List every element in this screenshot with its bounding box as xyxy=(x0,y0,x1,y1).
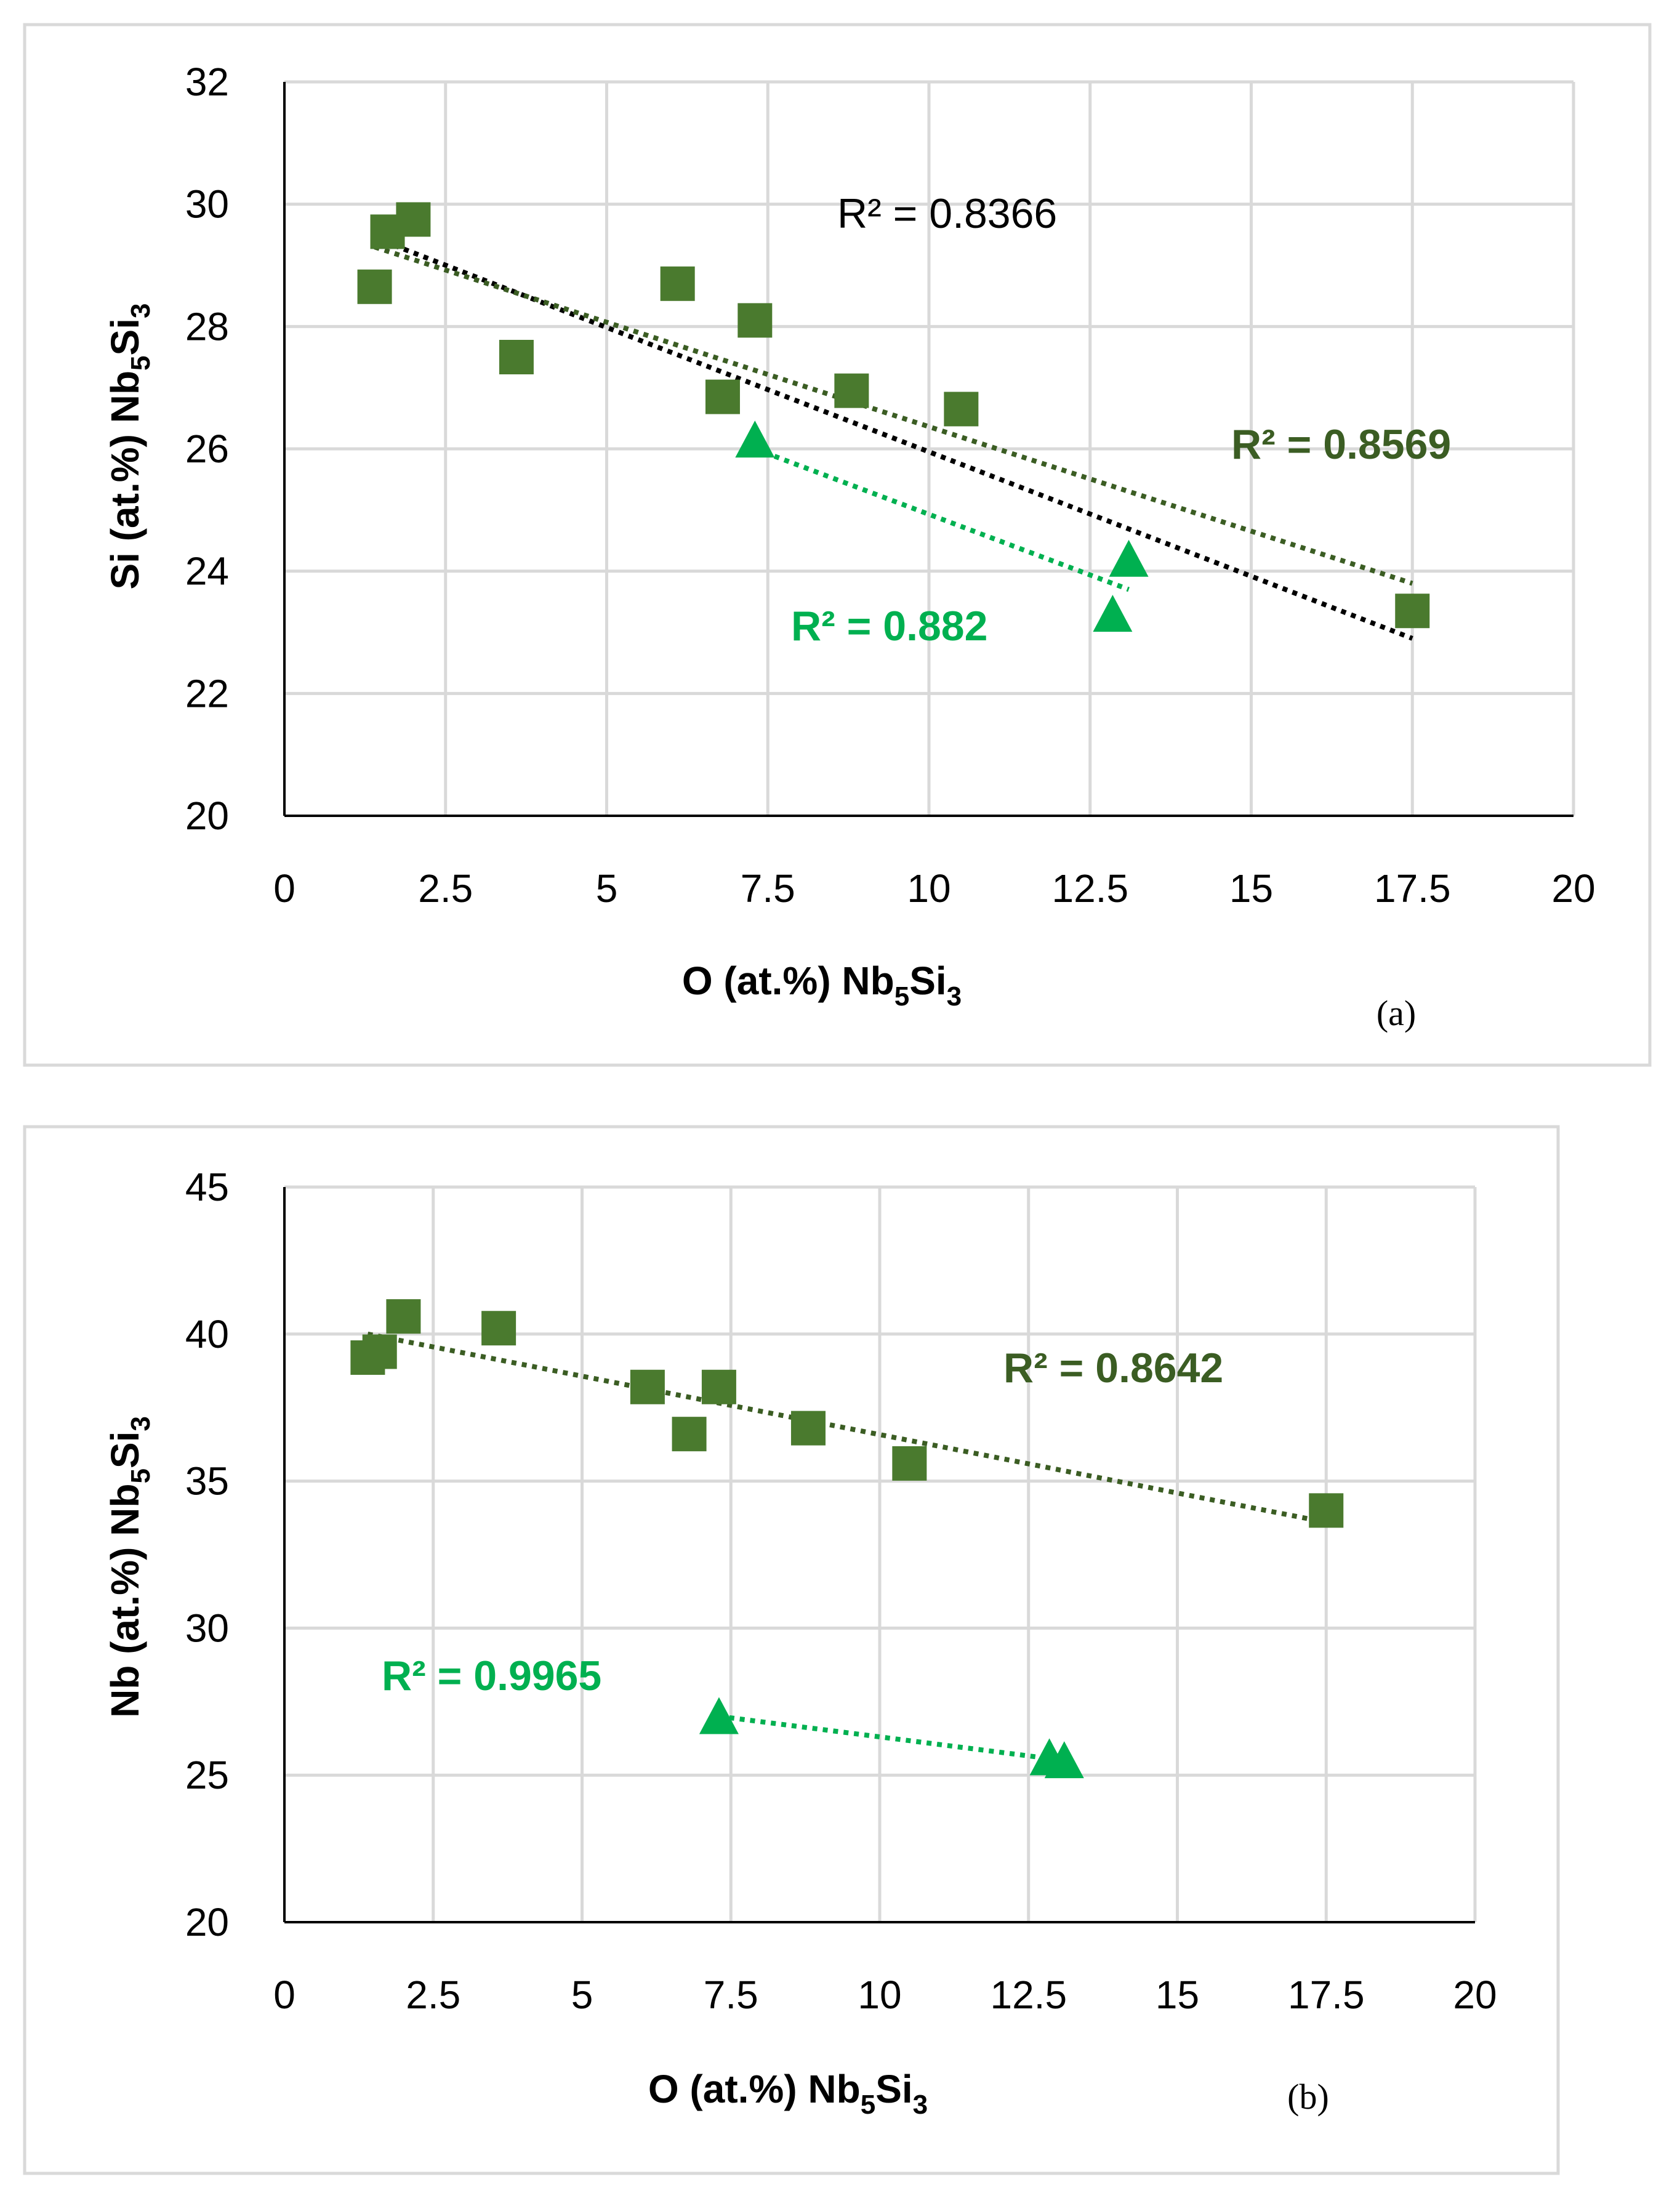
square-point xyxy=(1395,594,1430,629)
gridlines xyxy=(284,80,1575,816)
axes xyxy=(283,82,1573,817)
panel-frame xyxy=(23,1125,1560,2175)
tick-labels: 0 2.5 5 7.5 10 12.5 15 17.5 20 20 25 30 35 40 45 xyxy=(185,1165,1497,2017)
square-point xyxy=(1309,1493,1344,1528)
trendlines xyxy=(374,235,1413,641)
x-tick-label: 20 xyxy=(1453,1973,1497,2017)
x-axis-title: O (at.%) Nb5Si3 xyxy=(682,959,962,1012)
square-point xyxy=(705,379,740,414)
chart-panel-b: 0 2.5 5 7.5 10 12.5 15 17.5 20 20 25 30 35 40 45 O (at… xyxy=(23,1125,1560,2175)
square-point xyxy=(630,1369,665,1404)
x-tick-label: 0 xyxy=(273,1973,295,2017)
data-points xyxy=(357,202,1430,632)
y-tick-label: 20 xyxy=(185,1900,229,1944)
triangle-point xyxy=(1109,539,1149,577)
y-tick-label: 25 xyxy=(185,1753,229,1797)
x-tick-label: 7.5 xyxy=(741,866,795,911)
square-point xyxy=(834,373,869,408)
trendline xyxy=(374,235,1413,641)
square-point xyxy=(892,1446,927,1481)
data-points xyxy=(350,1299,1344,1779)
y-tick-label: 22 xyxy=(185,671,229,715)
y-tick-label: 30 xyxy=(185,182,229,227)
square-point xyxy=(481,1311,516,1346)
triangle-point xyxy=(735,421,775,458)
r2-label-bright-green: R² = 0.882 xyxy=(791,603,987,650)
x-tick-label: 12.5 xyxy=(1051,866,1128,911)
panel-label-b: (b) xyxy=(1287,2077,1329,2117)
y-tick-label: 30 xyxy=(185,1606,229,1650)
x-tick-label: 17.5 xyxy=(1288,1973,1365,2017)
square-point xyxy=(660,266,695,301)
y-tick-label: 40 xyxy=(185,1312,229,1356)
x-axis-title: O (at.%) Nb5Si3 xyxy=(648,2067,928,2120)
square-point xyxy=(396,202,431,237)
y-tick-label: 32 xyxy=(185,60,229,104)
triangle-point xyxy=(1044,1741,1084,1779)
square-point xyxy=(672,1417,707,1452)
x-tick-label: 2.5 xyxy=(406,1973,460,2017)
y-tick-label: 45 xyxy=(185,1165,229,1209)
y-axis-title: Si (at.%) Nb5Si3 xyxy=(103,304,156,590)
x-tick-label: 12.5 xyxy=(990,1973,1067,2017)
square-point xyxy=(499,340,534,374)
panel-label-a: (a) xyxy=(1377,993,1416,1033)
triangle-point xyxy=(699,1697,739,1734)
x-tick-label: 10 xyxy=(907,866,951,911)
x-tick-label: 5 xyxy=(571,1973,593,2017)
r2-label-dark-green: R² = 0.8569 xyxy=(1231,421,1451,468)
x-tick-label: 15 xyxy=(1156,1973,1199,2017)
x-tick-label: 5 xyxy=(596,866,618,911)
square-point xyxy=(357,269,392,304)
r2-label-dark-green: R² = 0.8642 xyxy=(1003,1345,1223,1391)
trendline xyxy=(754,446,1130,592)
square-point xyxy=(790,1411,826,1446)
x-tick-label: 2.5 xyxy=(418,866,473,911)
x-tick-label: 17.5 xyxy=(1374,866,1451,911)
x-tick-label: 15 xyxy=(1229,866,1273,911)
square-point xyxy=(738,303,773,338)
y-tick-label: 20 xyxy=(185,794,229,838)
square-point xyxy=(944,392,979,427)
y-tick-label: 35 xyxy=(185,1459,229,1504)
triangle-point xyxy=(1093,595,1133,632)
x-tick-label: 10 xyxy=(858,1973,901,2017)
panel-frame xyxy=(23,23,1652,1067)
x-tick-label: 0 xyxy=(273,866,295,911)
y-tick-label: 24 xyxy=(185,549,229,594)
square-point xyxy=(362,1334,397,1369)
y-axis-title: Nb (at.%) Nb5Si3 xyxy=(103,1416,156,1718)
y-tick-label: 26 xyxy=(185,427,229,471)
x-tick-label: 7.5 xyxy=(704,1973,758,2017)
chart-panel-a: 0 2.5 5 7.5 10 12.5 15 17.5 20 20 22 24 26 28 30 32 O (… xyxy=(23,23,1652,1067)
x-tick-label: 20 xyxy=(1551,866,1595,911)
square-point xyxy=(701,1369,736,1404)
trendline xyxy=(374,244,1413,586)
r2-label-black: R² = 0.8366 xyxy=(837,190,1057,237)
r2-label-bright-green: R² = 0.9965 xyxy=(382,1653,601,1699)
square-point xyxy=(386,1299,421,1334)
axes xyxy=(283,1187,1475,1923)
tick-labels: 0 2.5 5 7.5 10 12.5 15 17.5 20 20 22 24 26 28 30 32 xyxy=(185,60,1596,911)
y-tick-label: 28 xyxy=(185,304,229,348)
